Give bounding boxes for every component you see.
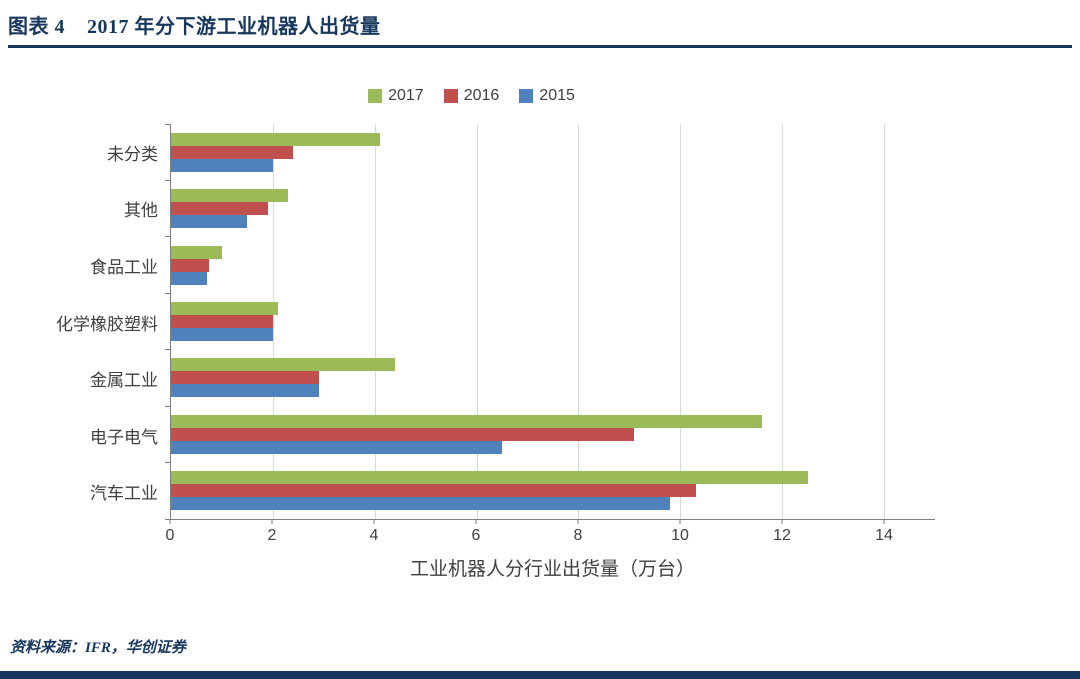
category-label-1: 其他 — [124, 201, 158, 221]
x-tickmark-8 — [577, 520, 579, 524]
x-axis-label: 工业机器人分行业出货量（万台） — [409, 559, 695, 580]
bar-2015-cat5 — [171, 440, 503, 454]
gridline-4 — [374, 124, 376, 519]
bar-chart: 2017 2016 2015 未分类其他食品工业化学橡胶塑料金属工业电子电气汽车工业… — [8, 86, 935, 581]
x-tickmark-6 — [475, 520, 477, 524]
category-label-0: 未分类 — [107, 144, 158, 164]
bar-2016-cat4 — [171, 371, 319, 385]
bar-group-1 — [171, 180, 935, 236]
y-tickmark — [165, 123, 171, 125]
legend-swatch-2015 — [519, 89, 534, 103]
gridline-2 — [272, 124, 274, 519]
bar-2017-cat4 — [171, 358, 396, 372]
category-label-3: 化学橡胶塑料 — [56, 314, 158, 334]
legend-swatch-2017 — [368, 89, 383, 103]
bar-2015-cat3 — [171, 327, 273, 341]
bar-2015-cat0 — [171, 158, 273, 172]
figure-header: 图表 4 2017 年分下游工业机器人出货量 — [0, 0, 1080, 39]
plot-wrap: 未分类其他食品工业化学橡胶塑料金属工业电子电气汽车工业 — [8, 123, 935, 520]
gridline-10 — [680, 124, 682, 519]
bar-group-4 — [171, 350, 935, 406]
y-tickmark — [165, 236, 171, 238]
bar-2016-cat2 — [171, 258, 210, 272]
bar-2016-cat6 — [171, 484, 696, 498]
bar-2015-cat6 — [171, 497, 671, 511]
y-axis-labels: 未分类其他食品工业化学橡胶塑料金属工业电子电气汽车工业 — [8, 124, 170, 520]
chart-legend: 2017 2016 2015 — [8, 86, 935, 106]
y-tickmark — [165, 462, 171, 464]
gridline-14 — [884, 124, 886, 519]
category-label-5: 电子电气 — [90, 427, 158, 447]
y-tickmark — [165, 405, 171, 407]
bar-2017-cat0 — [171, 132, 380, 146]
x-tick-label-12: 12 — [773, 527, 791, 544]
bar-2016-cat5 — [171, 427, 635, 441]
bar-2016-cat1 — [171, 202, 268, 216]
bar-group-0 — [171, 124, 935, 180]
legend-item-2016: 2016 — [443, 87, 500, 105]
bar-group-5 — [171, 406, 935, 462]
figure-title: 图表 4 2017 年分下游工业机器人出货量 — [8, 16, 381, 38]
category-label-2: 食品工业 — [90, 257, 158, 277]
bar-2017-cat1 — [171, 189, 289, 203]
category-label-6: 汽车工业 — [90, 484, 158, 504]
figure-footer: 资料来源：IFR，华创证券 — [10, 636, 186, 657]
x-tickmark-2 — [271, 520, 273, 524]
legend-item-2015: 2015 — [519, 87, 575, 105]
x-tick-label-0: 0 — [165, 527, 175, 544]
bar-2016-cat3 — [171, 314, 273, 328]
bar-2016-cat0 — [171, 145, 294, 159]
x-tick-label-14: 14 — [875, 527, 893, 544]
x-tickmark-10 — [679, 520, 681, 524]
category-label-4: 金属工业 — [90, 371, 158, 391]
x-tick-label-10: 10 — [671, 527, 689, 544]
legend-item-2017: 2017 — [368, 87, 424, 105]
x-tickmark-12 — [781, 520, 783, 524]
bar-2017-cat5 — [171, 414, 762, 428]
bar-2015-cat2 — [171, 271, 207, 285]
x-axis-ticks: 0 2 4 6 8 10 12 14 — [166, 520, 935, 548]
legend-label-2016: 2016 — [463, 87, 500, 104]
plot-area — [165, 123, 935, 520]
y-tickmark — [165, 292, 171, 294]
gridline-6 — [476, 124, 478, 519]
y-tickmark — [165, 349, 171, 351]
legend-label-2017: 2017 — [388, 87, 424, 104]
x-tickmark-4 — [373, 520, 375, 524]
x-tickmark-0 — [169, 520, 171, 524]
bar-2015-cat1 — [171, 215, 248, 229]
legend-label-2015: 2015 — [539, 87, 575, 104]
bottom-rule — [0, 671, 1080, 679]
bar-2017-cat2 — [171, 245, 222, 259]
bar-group-2 — [171, 237, 935, 293]
bar-2015-cat4 — [171, 384, 319, 398]
header-rule — [8, 45, 1072, 48]
gridline-12 — [782, 124, 784, 519]
x-tick-label-2: 2 — [267, 527, 277, 544]
y-tickmark — [165, 518, 171, 520]
x-tickmark-14 — [883, 520, 885, 524]
legend-swatch-2016 — [443, 89, 458, 103]
x-tick-label-8: 8 — [573, 527, 583, 544]
y-tickmark — [165, 179, 171, 181]
bar-group-6 — [171, 463, 935, 519]
source-note: 资料来源：IFR，华创证券 — [10, 640, 186, 656]
bar-group-3 — [171, 293, 935, 349]
bar-2017-cat3 — [171, 301, 278, 315]
x-tick-label-4: 4 — [369, 527, 379, 544]
x-tick-label-6: 6 — [471, 527, 481, 544]
bar-2017-cat6 — [171, 471, 808, 485]
gridline-8 — [578, 124, 580, 519]
